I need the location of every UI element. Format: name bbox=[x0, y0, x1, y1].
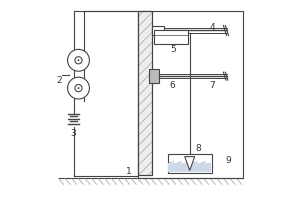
Circle shape bbox=[75, 85, 82, 92]
Circle shape bbox=[68, 77, 89, 99]
Circle shape bbox=[77, 59, 80, 61]
Bar bbox=[138, 11, 152, 175]
Text: 4: 4 bbox=[210, 23, 215, 32]
Bar bbox=[169, 163, 211, 172]
Circle shape bbox=[77, 87, 80, 89]
Bar bbox=[154, 30, 188, 44]
Bar bbox=[138, 11, 152, 175]
Bar bbox=[138, 11, 243, 178]
Polygon shape bbox=[185, 157, 195, 171]
Bar bbox=[168, 154, 212, 173]
Circle shape bbox=[68, 49, 89, 71]
Circle shape bbox=[75, 57, 82, 64]
Text: 8: 8 bbox=[196, 144, 201, 153]
Bar bbox=[149, 69, 159, 83]
Text: 5: 5 bbox=[170, 45, 176, 54]
Text: 1: 1 bbox=[126, 167, 132, 176]
Text: 3: 3 bbox=[70, 129, 76, 138]
Text: 7: 7 bbox=[210, 81, 215, 90]
Text: 2: 2 bbox=[57, 76, 62, 85]
Bar bbox=[152, 26, 164, 35]
Text: 6: 6 bbox=[170, 81, 176, 90]
Text: 9: 9 bbox=[226, 156, 231, 165]
